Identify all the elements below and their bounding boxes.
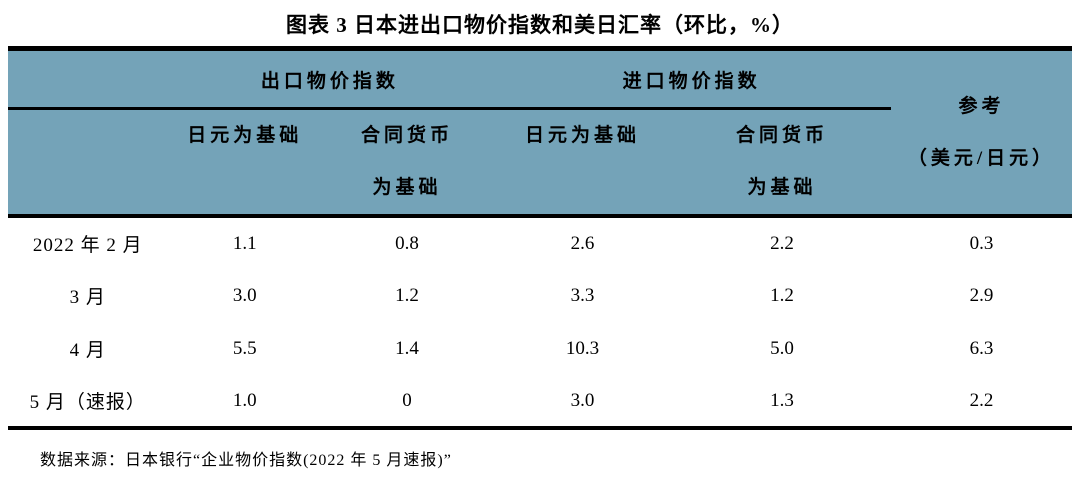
figure-title: 图表 3 日本进出口物价指数和美日汇率（环比，%） bbox=[286, 13, 794, 37]
export-contract-line2: 为基础 bbox=[372, 177, 442, 198]
price-index-table-wrap: 出口物价指数 进口物价指数 参考 （美元/日元） 日元为基础 合同货币 为基础 … bbox=[8, 46, 1072, 430]
sub-header-row: 日元为基础 合同货币 为基础 日元为基础 合同货币 为基础 bbox=[8, 108, 1072, 218]
import-contract-line1: 合同货币 bbox=[736, 125, 829, 146]
reference-header-line1: 参考 bbox=[958, 95, 1005, 117]
reference-value: 2.2 bbox=[891, 375, 1072, 428]
export-yen-value: 1.1 bbox=[167, 216, 322, 269]
table-header: 出口物价指数 进口物价指数 参考 （美元/日元） 日元为基础 合同货币 为基础 … bbox=[8, 48, 1072, 218]
import-contract-value: 2.2 bbox=[672, 216, 892, 269]
export-contract-line1: 合同货币 bbox=[360, 125, 453, 146]
export-yen-value: 3.0 bbox=[167, 269, 322, 322]
period-cell: 5 月（速报） bbox=[8, 375, 168, 428]
import-contract-line2: 为基础 bbox=[747, 177, 817, 198]
import-yen-value: 10.3 bbox=[492, 322, 673, 375]
data-source-note: 数据来源：日本银行“企业物价指数(2022 年 5 月速报)” bbox=[40, 452, 452, 469]
import-contract-value: 5.0 bbox=[672, 322, 892, 375]
reference-value: 2.9 bbox=[891, 269, 1072, 322]
table-row: 5 月（速报） 1.0 0 3.0 1.3 2.2 bbox=[8, 375, 1072, 428]
table-row: 2022 年 2 月 1.1 0.8 2.6 2.2 0.3 bbox=[8, 216, 1072, 269]
table-row: 3 月 3.0 1.2 3.3 1.2 2.9 bbox=[8, 269, 1072, 322]
export-contract-value: 1.4 bbox=[321, 322, 493, 375]
period-cell: 2022 年 2 月 bbox=[8, 216, 168, 269]
corner-cell bbox=[8, 48, 168, 110]
reference-header-line2: （美元/日元） bbox=[907, 147, 1056, 169]
import-group-header: 进口物价指数 bbox=[492, 48, 892, 110]
export-yen-header: 日元为基础 bbox=[167, 108, 322, 218]
export-yen-value: 1.0 bbox=[167, 375, 322, 428]
import-contract-value: 1.2 bbox=[672, 269, 892, 322]
import-yen-header: 日元为基础 bbox=[492, 108, 673, 218]
import-contract-header: 合同货币 为基础 bbox=[672, 108, 892, 218]
period-cell: 4 月 bbox=[8, 322, 168, 375]
reference-value: 6.3 bbox=[891, 322, 1072, 375]
price-index-table: 出口物价指数 进口物价指数 参考 （美元/日元） 日元为基础 合同货币 为基础 … bbox=[8, 46, 1072, 430]
export-yen-value: 5.5 bbox=[167, 322, 322, 375]
import-contract-value: 1.3 bbox=[672, 375, 892, 428]
import-yen-value: 3.3 bbox=[492, 269, 673, 322]
export-contract-value: 1.2 bbox=[321, 269, 493, 322]
import-yen-value: 2.6 bbox=[492, 216, 673, 269]
group-header-row: 出口物价指数 进口物价指数 参考 （美元/日元） bbox=[8, 48, 1072, 218]
import-yen-value: 3.0 bbox=[492, 375, 673, 428]
export-contract-value: 0.8 bbox=[321, 216, 493, 269]
export-contract-value: 0 bbox=[321, 375, 493, 428]
export-contract-header: 合同货币 为基础 bbox=[321, 108, 493, 218]
period-cell: 3 月 bbox=[8, 269, 168, 322]
table-row: 4 月 5.5 1.4 10.3 5.0 6.3 bbox=[8, 322, 1072, 375]
table-body: 2022 年 2 月 1.1 0.8 2.6 2.2 0.3 3 月 3.0 1… bbox=[8, 216, 1072, 428]
reference-value: 0.3 bbox=[891, 216, 1072, 269]
period-header-cell bbox=[8, 108, 168, 218]
reference-column-header: 参考 （美元/日元） bbox=[891, 48, 1072, 218]
export-group-header: 出口物价指数 bbox=[167, 48, 493, 110]
